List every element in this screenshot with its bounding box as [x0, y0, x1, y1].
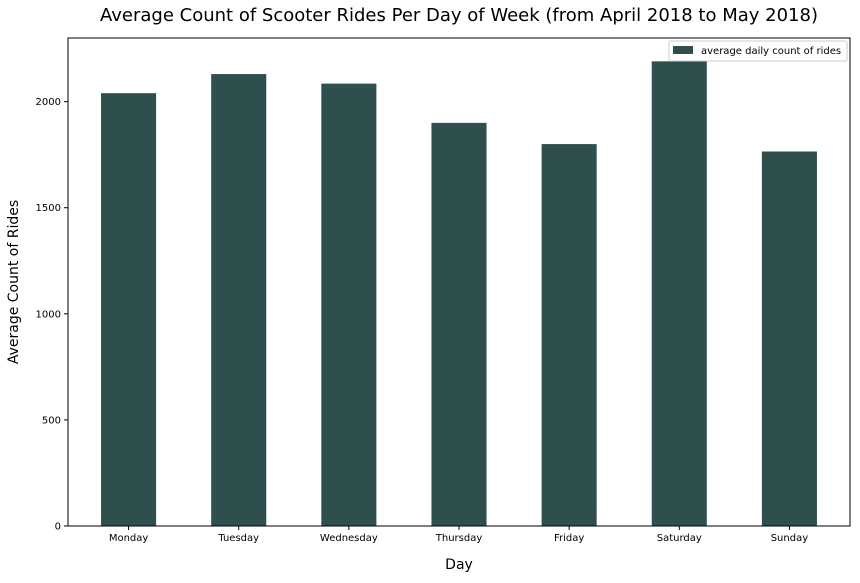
x-tick-label: Sunday — [771, 533, 808, 544]
x-tick-label: Friday — [554, 533, 584, 544]
x-tick-label: Thursday — [435, 533, 483, 544]
y-tick-label: 1000 — [36, 309, 61, 320]
bar-monday — [101, 93, 157, 526]
bar-thursday — [431, 122, 487, 526]
bar-saturday — [651, 61, 707, 526]
bar-wednesday — [321, 83, 377, 526]
x-axis-title: Day — [445, 557, 473, 573]
bar-tuesday — [211, 74, 267, 526]
x-tick-label: Tuesday — [217, 533, 259, 544]
bars-group — [101, 61, 817, 526]
x-ticks-group: Monday Tuesday Wednesday Thursday Friday Satu… — [109, 526, 808, 544]
y-tick-label: 500 — [42, 415, 61, 426]
y-ticks-group: 0 500 1000 1500 2000 — [36, 97, 68, 533]
x-tick-label: Saturday — [657, 533, 702, 544]
y-axis-title: Average Count of Rides — [6, 200, 22, 364]
y-tick-label: 0 — [55, 522, 61, 533]
y-tick-label: 1500 — [36, 203, 61, 214]
chart-title: Average Count of Scooter Rides Per Day o… — [100, 5, 818, 26]
plot-frame — [67, 37, 851, 527]
x-tick-label: Monday — [109, 533, 149, 544]
bar-friday — [541, 144, 597, 526]
bar-sunday — [761, 151, 817, 526]
legend: average daily count of rides — [668, 40, 848, 62]
legend-label: average daily count of rides — [701, 46, 841, 57]
legend-swatch — [673, 46, 693, 54]
legend-box — [668, 40, 848, 62]
x-tick-label: Wednesday — [320, 533, 378, 544]
y-tick-label: 2000 — [36, 97, 61, 108]
